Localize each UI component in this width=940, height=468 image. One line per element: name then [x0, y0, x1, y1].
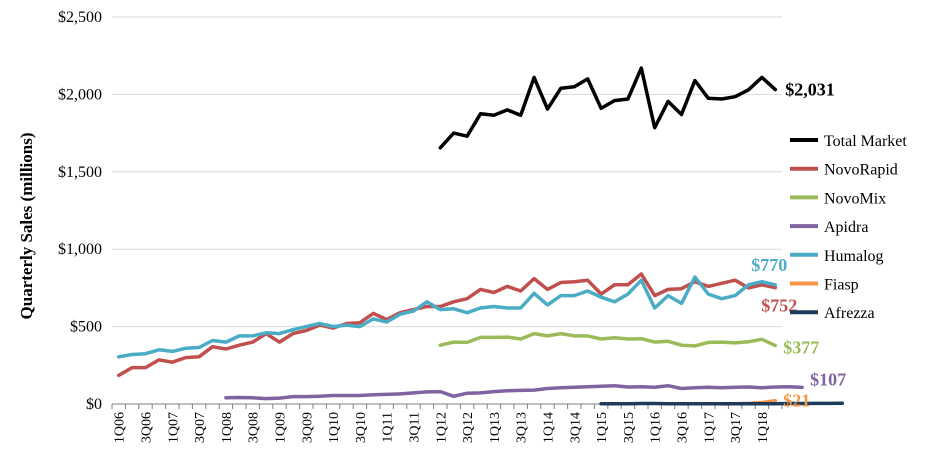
x-tick-label: 3Q12 — [461, 412, 476, 443]
series-lines — [116, 66, 845, 406]
x-tick-label: 3Q07 — [193, 412, 208, 443]
end-value-label: $377 — [783, 338, 819, 358]
x-tick-label: 3Q08 — [247, 412, 262, 443]
legend-label: Total Market — [824, 133, 907, 150]
end-value-label: $107 — [810, 369, 846, 389]
series-line-total-market — [438, 66, 778, 150]
y-tick-label: $0 — [86, 396, 102, 413]
x-tick-label: 1Q10 — [327, 412, 342, 443]
x-tick-label: 1Q12 — [434, 412, 449, 443]
x-tick-label: 1Q07 — [166, 412, 181, 443]
legend-label: Fiasp — [824, 277, 859, 294]
legend-label: Apidra — [824, 219, 868, 236]
end-value-label: $752 — [761, 296, 797, 316]
y-tick-label: $1,000 — [58, 241, 102, 258]
series-line-afrezza — [599, 401, 845, 406]
series-line-apidra — [224, 383, 804, 401]
series-line-humalog — [116, 275, 778, 359]
x-tick-label: 1Q13 — [488, 412, 503, 443]
x-tick-label: 1Q16 — [649, 412, 664, 443]
x-tick-label: 3Q11 — [408, 412, 423, 443]
x-tick-label: 1Q08 — [220, 412, 235, 443]
x-tick-label: 1Q11 — [381, 412, 396, 443]
x-tick-label: 3Q10 — [354, 412, 369, 443]
end-labels: $2,031 $752 $377 $107 $770 $21 — [751, 80, 846, 411]
x-tick-label: 3Q06 — [140, 412, 155, 443]
x-tick-label: 3Q17 — [729, 412, 744, 443]
legend: Total Market NovoRapid NovoMix Apidra Humalo… — [790, 133, 907, 322]
y-tick-label: $500 — [70, 319, 102, 336]
x-tick-label: 3Q13 — [515, 412, 530, 443]
y-tick-label: $2,500 — [58, 9, 102, 26]
y-axis-label: Quarterly Sales (millions) — [17, 133, 36, 320]
x-tick-label: 1Q17 — [702, 412, 717, 443]
x-tick-label: 1Q06 — [113, 412, 128, 443]
x-tick-label: 3Q15 — [622, 412, 637, 443]
end-value-label: $21 — [783, 391, 810, 411]
legend-label: NovoRapid — [824, 162, 898, 179]
series-line-novomix — [438, 331, 778, 348]
y-tick-label: $2,000 — [58, 86, 102, 103]
legend-label: Humalog — [824, 248, 884, 265]
legend-label: NovoMix — [824, 190, 886, 207]
end-value-label: $770 — [751, 255, 787, 275]
series-line-novorapid — [116, 272, 778, 378]
x-tick-label: 3Q14 — [568, 412, 583, 443]
x-tick-label: 1Q14 — [542, 412, 557, 443]
y-tick-label: $1,500 — [58, 164, 102, 181]
axes: $0 $500 $1,000 $1,500 $2,000 $2,500 1Q06 3Q06 1Q… — [58, 9, 783, 443]
x-tick-label: 1Q18 — [756, 412, 771, 443]
x-tick-label: 3Q16 — [676, 412, 691, 443]
x-tick-label: 1Q15 — [595, 412, 610, 443]
x-tick-label: 3Q09 — [300, 412, 315, 443]
gridlines — [112, 16, 782, 328]
end-value-label: $2,031 — [785, 80, 835, 100]
legend-label: Afrezza — [824, 305, 875, 322]
x-tick-label: 1Q09 — [274, 412, 289, 443]
